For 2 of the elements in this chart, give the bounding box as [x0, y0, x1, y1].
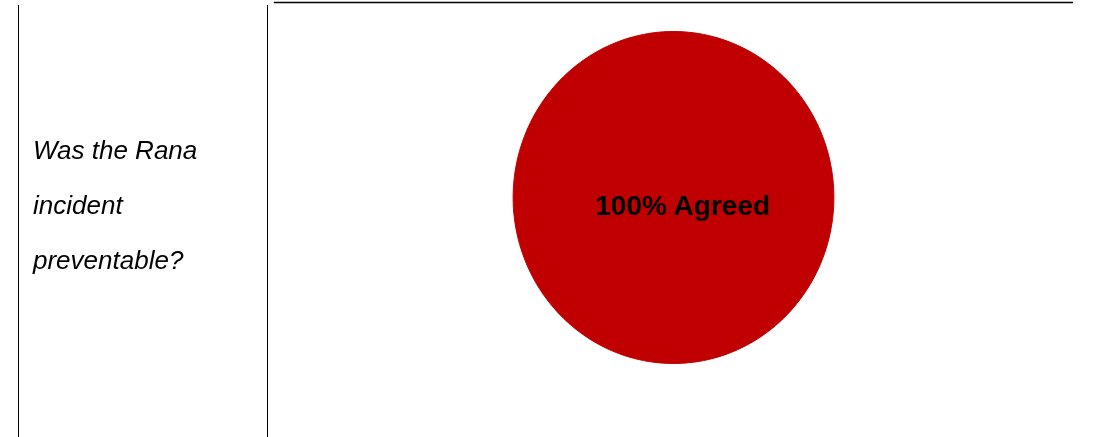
slice-label: 100% Agreed: [595, 190, 771, 221]
text: Was the Rana incident preventable?: [33, 134, 199, 277]
